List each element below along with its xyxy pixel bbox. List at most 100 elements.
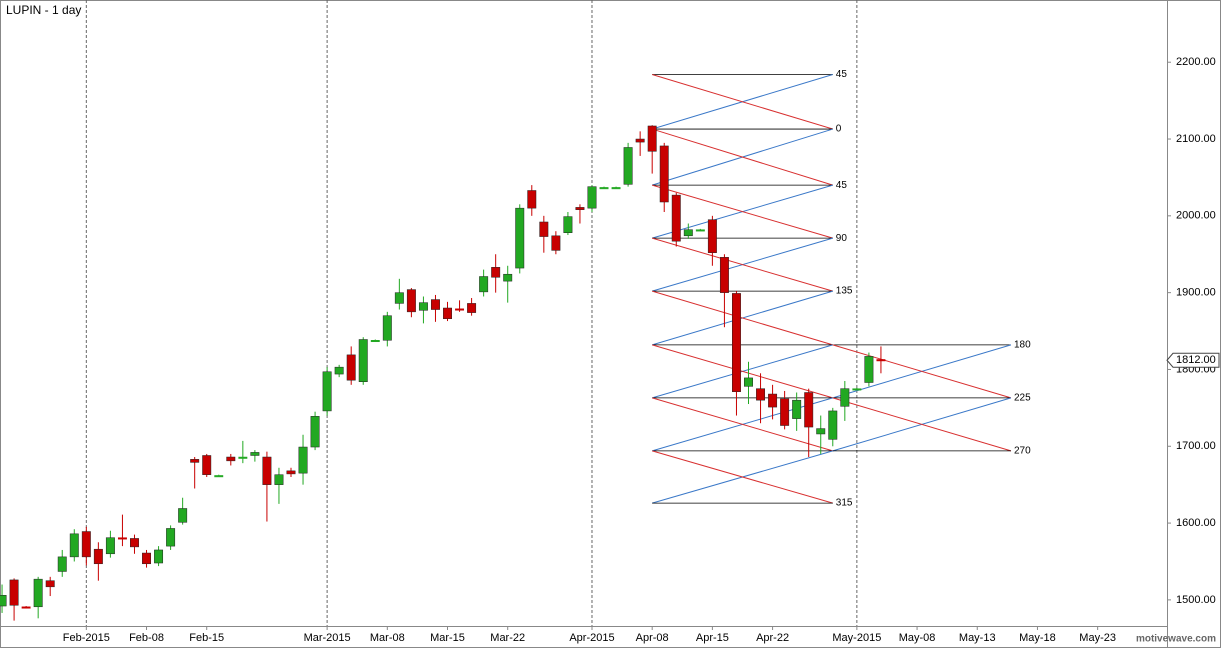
candle-body [274,474,284,485]
x-tick-label: May-13 [959,632,996,644]
candle-body [431,299,440,310]
candle-body [491,267,501,278]
candle-body [671,194,681,242]
x-tick-label: May-2015 [832,632,881,644]
candle-body [780,398,790,426]
candle-body [768,393,778,408]
chart-title: LUPIN - 1 day [6,3,81,17]
gann-fan-down [652,397,833,452]
gann-label: 315 [836,498,853,509]
gann-fan-down [652,237,833,292]
candle-body [551,235,561,251]
x-tick-label: Apr-2015 [569,632,614,644]
candle-body [623,147,633,185]
x-tick-label: Feb-2015 [63,632,110,644]
x-tick-label: Mar-22 [490,632,525,644]
candle-body [418,302,428,311]
candle-body [262,456,272,485]
candle-body [81,531,91,558]
y-tick-label: 1500.00 [1176,594,1216,606]
candle-body [539,221,549,237]
candle-body [105,537,115,555]
candle-body [370,340,380,343]
candle-body [647,125,657,152]
candle-body [455,308,465,311]
candle-body [69,533,79,558]
gann-label: 45 [836,180,848,191]
candle-body [21,606,31,609]
candle-body [852,388,862,391]
candle-body [250,452,260,456]
x-tick-label: Mar-2015 [304,632,351,644]
candle-body [876,359,886,362]
candle-body [298,446,308,474]
x-tick-label: Mar-15 [430,632,465,644]
gann-fan-down [652,344,833,399]
candle-body [756,388,766,401]
candle-body [382,315,392,341]
x-tick-label: May-23 [1079,632,1116,644]
candle-body [214,475,224,478]
gann-fan-down [652,74,833,130]
candle-body [57,556,67,572]
gann-fan-down [832,397,1012,452]
candle-body [154,549,164,564]
candle-body [286,470,296,475]
x-tick-label: Apr-22 [756,632,789,644]
candle-body [394,292,404,304]
candle-body [804,392,814,428]
candle-body [117,537,127,540]
candle-body [864,356,874,383]
candle-body [479,276,489,293]
candle-body [635,138,645,143]
x-tick-label: May-18 [1019,632,1056,644]
candle-body [695,229,705,232]
y-tick-label: 1600.00 [1176,517,1216,529]
candle-body [202,455,212,475]
candle-body [406,289,416,313]
candle-body [358,339,368,382]
y-tick-label: 2000.00 [1176,210,1216,222]
candle-body [563,216,573,233]
candle-body [346,354,356,381]
candle-body [0,595,7,607]
candle-body [587,186,597,209]
price-tag-label: 1812.00 [1176,354,1216,366]
candle-body [683,229,693,237]
candle-body [792,399,802,419]
y-tick-label: 1900.00 [1176,287,1216,299]
candle-body [527,190,537,209]
candle-body [310,416,320,448]
x-tick-label: Mar-08 [370,632,405,644]
gann-fan-down [652,184,833,239]
candle-body [840,388,850,407]
candle-body [828,410,838,440]
candle-body [166,528,176,547]
x-tick-label: Feb-15 [189,632,224,644]
y-tick-label: 2100.00 [1176,133,1216,145]
y-tick-label: 2200.00 [1176,56,1216,68]
candle-body [744,377,753,387]
y-tick-label: 1700.00 [1176,440,1216,452]
candle-body [142,552,151,565]
candle-body [515,207,525,269]
gann-fan-down [832,344,1012,399]
watermark: motivewave.com [1136,634,1216,645]
candle-body [611,187,621,190]
candle-body [575,207,585,210]
candle-body [190,459,200,463]
candle-body [322,371,332,412]
gann-label: 45 [836,69,848,80]
price-tag [1166,352,1220,368]
candle-body [503,273,513,282]
gann-fan-down [652,290,833,346]
candle-body [467,303,477,313]
x-tick-label: Apr-15 [696,632,729,644]
candle-body [731,293,741,392]
candle-body [334,366,344,375]
candle-body [93,548,103,565]
gann-fan-down [652,128,833,186]
